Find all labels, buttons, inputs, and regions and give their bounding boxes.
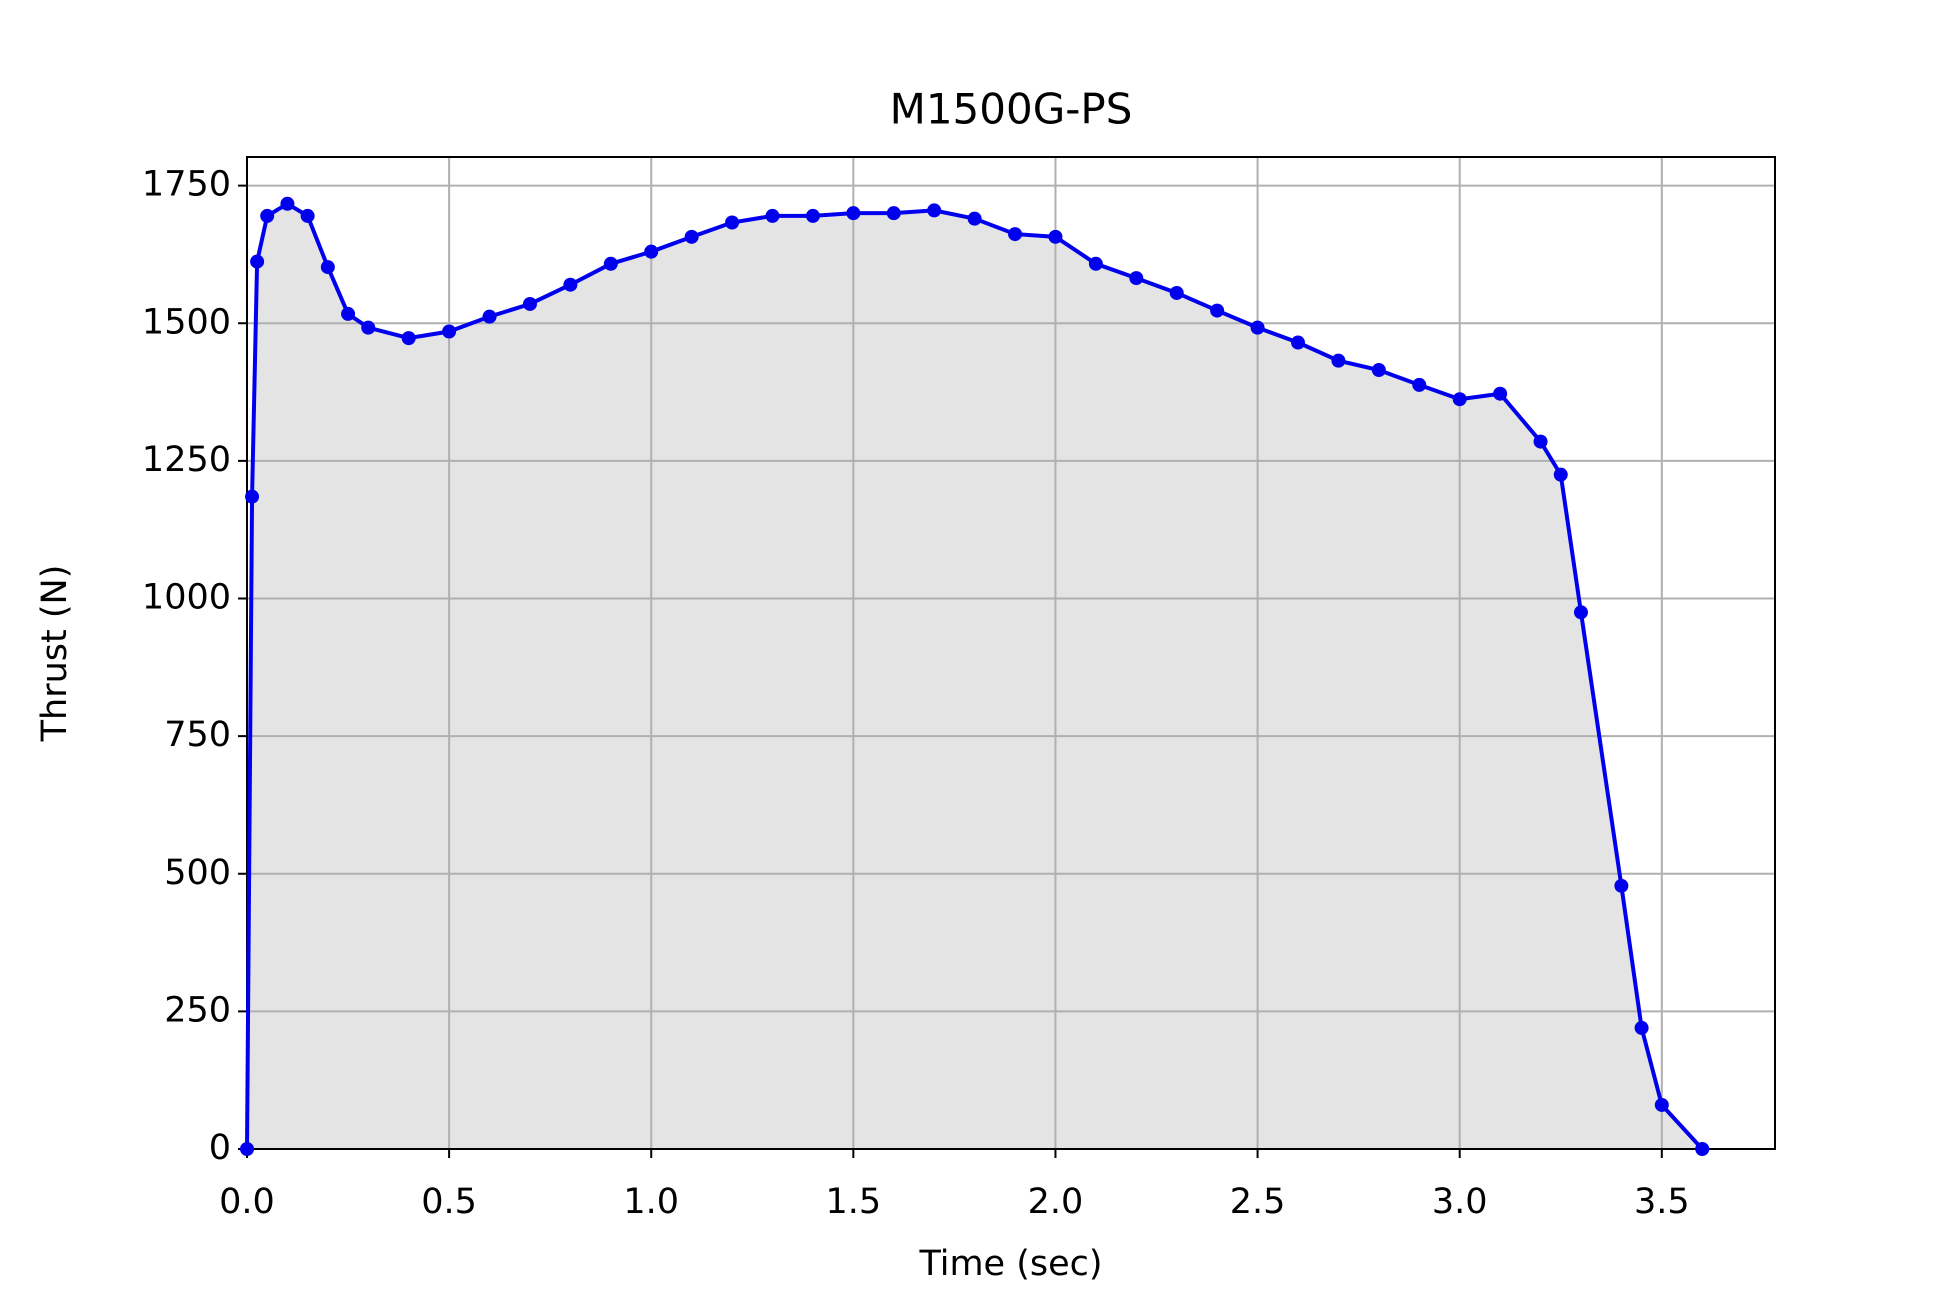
point	[1634, 1020, 1649, 1035]
area-fill	[247, 203, 1703, 1149]
point	[1291, 335, 1306, 350]
point	[765, 208, 780, 223]
point	[1553, 467, 1568, 482]
point	[522, 296, 537, 311]
point	[1695, 1142, 1710, 1156]
y-tick-label: 250	[164, 990, 231, 1030]
x-tick-label: 1.5	[826, 1182, 882, 1222]
x-tick-label: 1.0	[623, 1182, 679, 1222]
y-tick-label: 1750	[142, 165, 231, 205]
point	[1210, 303, 1225, 318]
point	[1250, 320, 1265, 335]
point	[1493, 386, 1508, 401]
point	[1169, 285, 1184, 300]
point	[805, 208, 820, 223]
point	[1573, 605, 1588, 620]
point	[1331, 353, 1346, 368]
point	[886, 206, 901, 221]
point	[1048, 229, 1063, 244]
point	[300, 208, 315, 223]
x-tick-label: 0.0	[219, 1182, 275, 1222]
point	[341, 306, 356, 321]
x-tick-label: 2.5	[1230, 1182, 1286, 1222]
x-tick-label: 2.0	[1028, 1182, 1084, 1222]
point	[401, 331, 416, 346]
y-tick-label: 750	[164, 715, 231, 755]
point	[442, 324, 457, 339]
point	[644, 244, 659, 259]
point	[1412, 377, 1427, 392]
y-tick-label: 1500	[142, 302, 231, 342]
y-tick-label: 0	[209, 1128, 231, 1168]
point	[1129, 271, 1144, 286]
point	[1088, 256, 1103, 271]
y-tick-label: 500	[164, 853, 231, 893]
y-tick-label: 1000	[142, 578, 231, 618]
y-axis-label: Thrust (N)	[35, 565, 75, 743]
point	[603, 256, 618, 271]
point	[260, 208, 275, 223]
point	[725, 215, 740, 230]
point	[280, 196, 295, 211]
point	[482, 309, 497, 324]
point	[1614, 878, 1629, 893]
point	[563, 277, 578, 292]
x-tick-label: 3.0	[1432, 1182, 1488, 1222]
point	[927, 203, 942, 218]
point	[240, 1142, 254, 1156]
x-tick-label: 0.5	[421, 1182, 477, 1222]
point	[1452, 392, 1467, 407]
point	[967, 211, 982, 226]
point	[361, 320, 376, 335]
point	[1654, 1097, 1669, 1112]
point	[245, 489, 260, 504]
x-tick-label: 3.5	[1634, 1182, 1690, 1222]
x-axis-label: Time (sec)	[918, 1244, 1102, 1284]
point	[684, 229, 699, 244]
point	[1008, 227, 1023, 242]
point	[250, 254, 265, 269]
point	[1371, 363, 1386, 378]
point	[846, 206, 861, 221]
y-tick-label: 1250	[142, 440, 231, 480]
point	[320, 260, 335, 275]
plot-frame	[246, 156, 1776, 1150]
chart-title: M1500G-PS	[890, 85, 1133, 134]
point	[1533, 434, 1548, 449]
